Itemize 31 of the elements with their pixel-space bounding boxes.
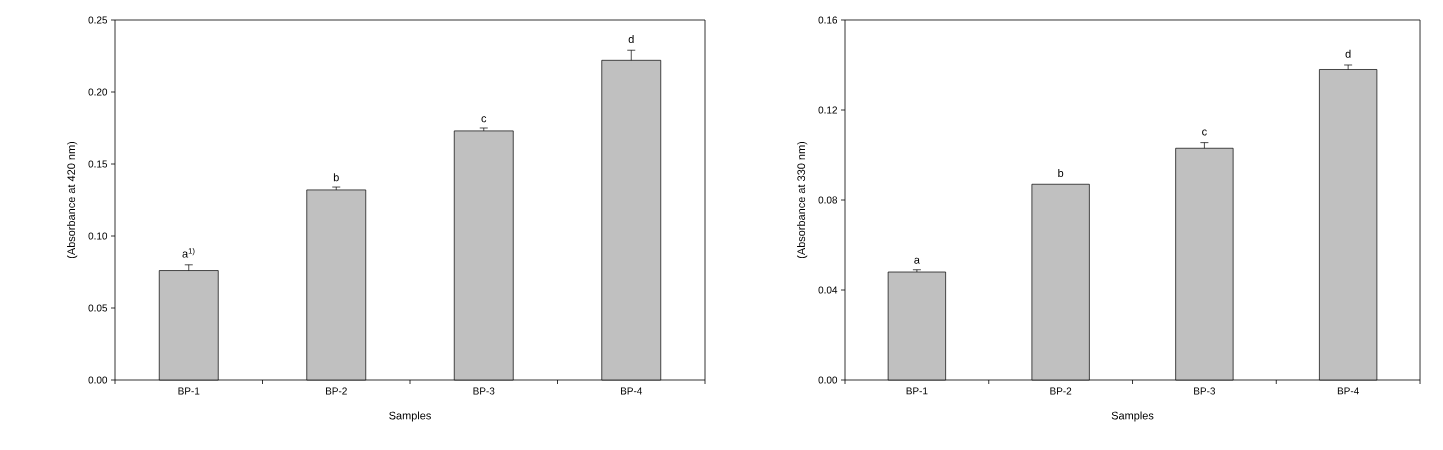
- x-tick-label: BP-2: [325, 387, 347, 395]
- annotation: d: [1345, 49, 1351, 58]
- y-tick-label: 0.12: [818, 106, 837, 114]
- x-tick-label: BP-3: [1194, 387, 1216, 395]
- annotation: c: [1202, 129, 1207, 136]
- annotation: a: [914, 257, 920, 264]
- y-tick-label: 0.04: [818, 286, 838, 294]
- y-tick-label: 0.00: [88, 376, 108, 384]
- y-axis-title: (Absorbance at 330 nm): [797, 141, 808, 259]
- x-tick-label: BP-4: [621, 387, 643, 395]
- x-tick-label: BP-3: [473, 387, 495, 395]
- x-tick-label: BP-2: [1050, 387, 1072, 395]
- annotation: c: [481, 116, 487, 123]
- annotation: d: [628, 34, 634, 44]
- y-tick-label: 0.20: [88, 88, 108, 96]
- annotation: b: [1058, 169, 1064, 178]
- y-axis-title: (Absorbance at 420 nm): [67, 141, 78, 259]
- y-tick-label: 0.15: [88, 160, 108, 168]
- x-tick-label: BP-1: [178, 387, 200, 395]
- y-tick-label: 0.00: [818, 376, 838, 384]
- y-tick-label: 0.16: [818, 16, 838, 24]
- x-tick-label: BP-4: [1337, 387, 1359, 395]
- x-axis-title: Samples: [389, 411, 431, 422]
- y-tick-label: 0.25: [88, 16, 108, 24]
- annotation: a$^{1)}$: [182, 247, 195, 258]
- y-tick-label: 0.05: [88, 304, 108, 312]
- x-axis-title: Samples: [1111, 411, 1154, 422]
- y-tick-label: 0.08: [818, 196, 838, 204]
- annotation: b: [333, 173, 339, 182]
- x-tick-label: BP-1: [906, 387, 928, 395]
- y-tick-label: 0.10: [88, 232, 108, 240]
